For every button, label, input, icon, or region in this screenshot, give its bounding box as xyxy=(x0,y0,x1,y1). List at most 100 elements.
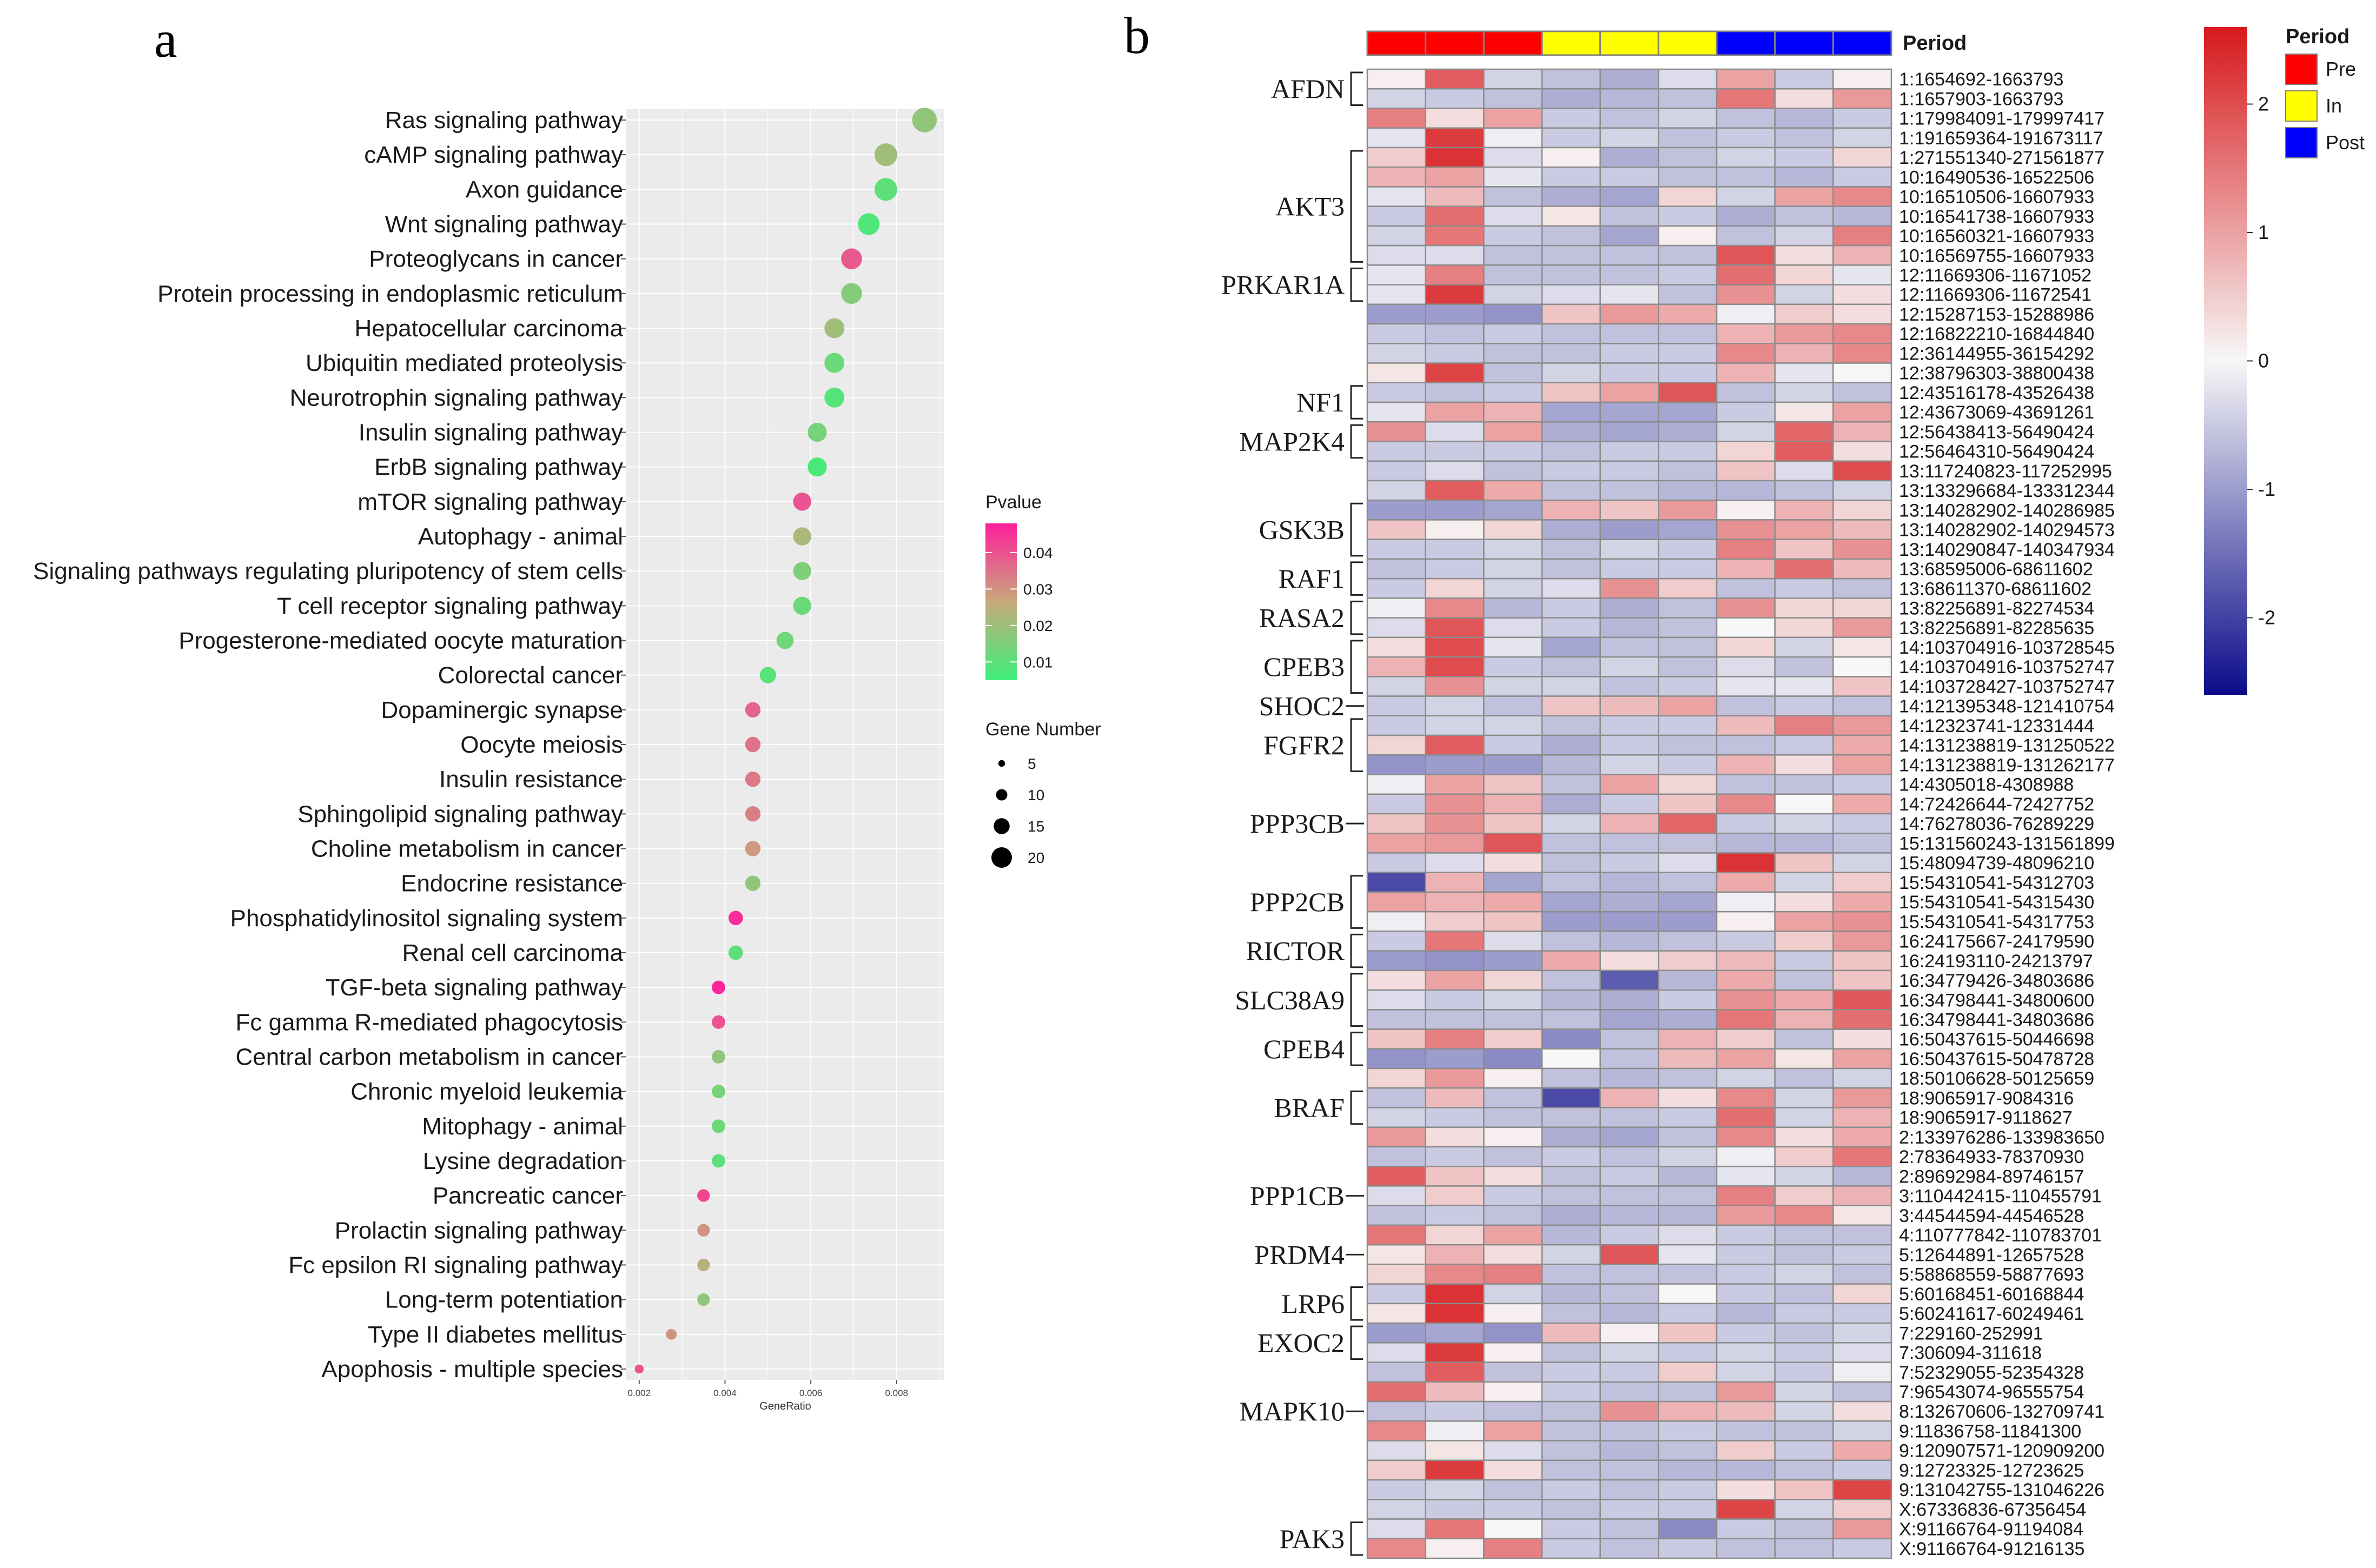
dotplot-x-tick-label: 0.006 xyxy=(799,1388,823,1398)
panel-b-letter: b xyxy=(1124,6,1150,64)
dotplot-x-tick-label: 0.002 xyxy=(628,1388,651,1398)
heatmap-cell xyxy=(1425,1224,1485,1246)
heatmap-cell xyxy=(1716,774,1776,795)
dotplot-point xyxy=(697,1258,710,1272)
heatmap-cell xyxy=(1832,852,1892,873)
heatmap-cell xyxy=(1716,284,1776,305)
heatmap-cell xyxy=(1599,1283,1659,1305)
heatmap-cell xyxy=(1832,1126,1892,1148)
heatmap-cell xyxy=(1425,127,1485,149)
heatmap-cell xyxy=(1832,832,1892,854)
dotplot-term-label: Axon guidance xyxy=(466,176,623,203)
heatmap-row-label: 16:34779426-34803686 xyxy=(1899,971,2094,991)
heatmap-cell xyxy=(1366,813,1426,834)
heatmap-cell xyxy=(1658,577,1718,599)
period-legend-swatch xyxy=(2285,54,2318,85)
heatmap-cell xyxy=(1483,244,1543,266)
heatmap-cell xyxy=(1483,480,1543,501)
heatmap-cell xyxy=(1774,1518,1834,1540)
heatmap-cell xyxy=(1425,1087,1485,1108)
heatmap-cell xyxy=(1599,362,1659,384)
dotplot-term-label: Insulin signaling pathway xyxy=(359,420,623,446)
heatmap-row-label: 16:24193110-24213797 xyxy=(1899,951,2093,972)
heatmap-cell xyxy=(1832,1479,1892,1500)
heatmap-cell xyxy=(1599,676,1659,697)
heatmap-row-label: 13:82256891-82274534 xyxy=(1899,599,2094,619)
heatmap-cell xyxy=(1425,205,1485,227)
heatmap-row-label: 14:4305018-4308988 xyxy=(1899,775,2074,795)
dotplot-point xyxy=(824,318,845,338)
heatmap-cell xyxy=(1658,1205,1718,1226)
heatmap-cell xyxy=(1716,734,1776,756)
heatmap-cell xyxy=(1658,460,1718,482)
heatmap-cell xyxy=(1774,577,1834,599)
heatmap-cell xyxy=(1658,872,1718,893)
heatmap-cell xyxy=(1658,166,1718,188)
dotplot-point xyxy=(808,422,827,442)
heatmap-cell xyxy=(1832,68,1892,90)
heatmap-cell xyxy=(1483,127,1543,149)
heatmap-cell xyxy=(1774,832,1834,854)
gene-label: AKT3 xyxy=(1275,191,1345,222)
heatmap-cell xyxy=(1774,1440,1834,1461)
heatmap-cell xyxy=(1541,186,1601,207)
gene-bracket xyxy=(1350,875,1363,929)
heatmap-cell xyxy=(1658,891,1718,913)
dotplot-point xyxy=(824,353,845,373)
gene-bracket xyxy=(1350,150,1363,263)
heatmap-cell xyxy=(1599,1303,1659,1324)
heatmap-row-label: 18:9065917-9084316 xyxy=(1899,1088,2074,1108)
panel-a-letter: a xyxy=(154,10,177,68)
heatmap-cell xyxy=(1599,441,1659,462)
gene-number-legend-dot xyxy=(991,847,1012,868)
dotplot-term-label: Choline metabolism in cancer xyxy=(311,836,623,862)
heatmap-cell xyxy=(1425,1420,1485,1441)
heatmap-cell xyxy=(1658,225,1718,247)
dotplot-point xyxy=(712,1154,726,1168)
heatmap-cell xyxy=(1832,577,1892,599)
heatmap-cell xyxy=(1716,676,1776,697)
heatmap-row-label: 7:52329055-52354328 xyxy=(1899,1363,2084,1383)
heatmap-cell xyxy=(1716,1067,1776,1089)
heatmap-cell xyxy=(1832,1264,1892,1285)
heatmap-cell xyxy=(1366,931,1426,952)
heatmap-cell xyxy=(1599,1107,1659,1128)
heatmap-row-label: 1:1654692-1663793 xyxy=(1899,69,2063,90)
heatmap-cell xyxy=(1599,401,1659,423)
heatmap-cell xyxy=(1832,950,1892,972)
dotplot-point xyxy=(874,178,897,201)
heatmap-cell xyxy=(1832,499,1892,521)
heatmap-cell xyxy=(1774,401,1834,423)
pvalue-tick-label: 0.01 xyxy=(1023,654,1053,670)
dotplot-term-label: Colorectal cancer xyxy=(438,662,623,689)
heatmap-cell xyxy=(1483,186,1543,207)
heatmap-cell xyxy=(1483,499,1543,521)
heatmap-cell xyxy=(1425,323,1485,344)
heatmap-cell xyxy=(1599,695,1659,717)
heatmap-cell xyxy=(1716,715,1776,736)
heatmap-cell xyxy=(1599,1499,1659,1520)
heatmap-cell xyxy=(1832,362,1892,384)
heatmap-cell xyxy=(1774,323,1834,344)
heatmap-cell xyxy=(1541,421,1601,442)
heatmap-cell xyxy=(1599,480,1659,501)
gene-label: PRDM4 xyxy=(1254,1239,1345,1270)
heatmap-cell xyxy=(1541,1126,1601,1148)
heatmap-cell xyxy=(1425,774,1485,795)
dotplot-term-label: Ubiquitin mediated proteolysis xyxy=(306,350,623,376)
heatmap-cell xyxy=(1774,108,1834,129)
heatmap-cell xyxy=(1483,774,1543,795)
period-legend-label: Post xyxy=(2326,131,2365,154)
heatmap-cell xyxy=(1483,1048,1543,1069)
heatmap-cell xyxy=(1541,656,1601,677)
heatmap-row-label: 18:50106628-50125659 xyxy=(1899,1068,2094,1089)
dotplot-point xyxy=(793,562,811,580)
heatmap-cell xyxy=(1425,1107,1485,1128)
gene-bracket xyxy=(1350,561,1363,596)
heatmap-cell xyxy=(1658,734,1718,756)
heatmap-cell xyxy=(1425,499,1485,521)
heatmap-cell xyxy=(1366,969,1426,991)
heatmap-cell xyxy=(1599,989,1659,1011)
heatmap-cell xyxy=(1774,813,1834,834)
heatmap-cell xyxy=(1716,989,1776,1011)
